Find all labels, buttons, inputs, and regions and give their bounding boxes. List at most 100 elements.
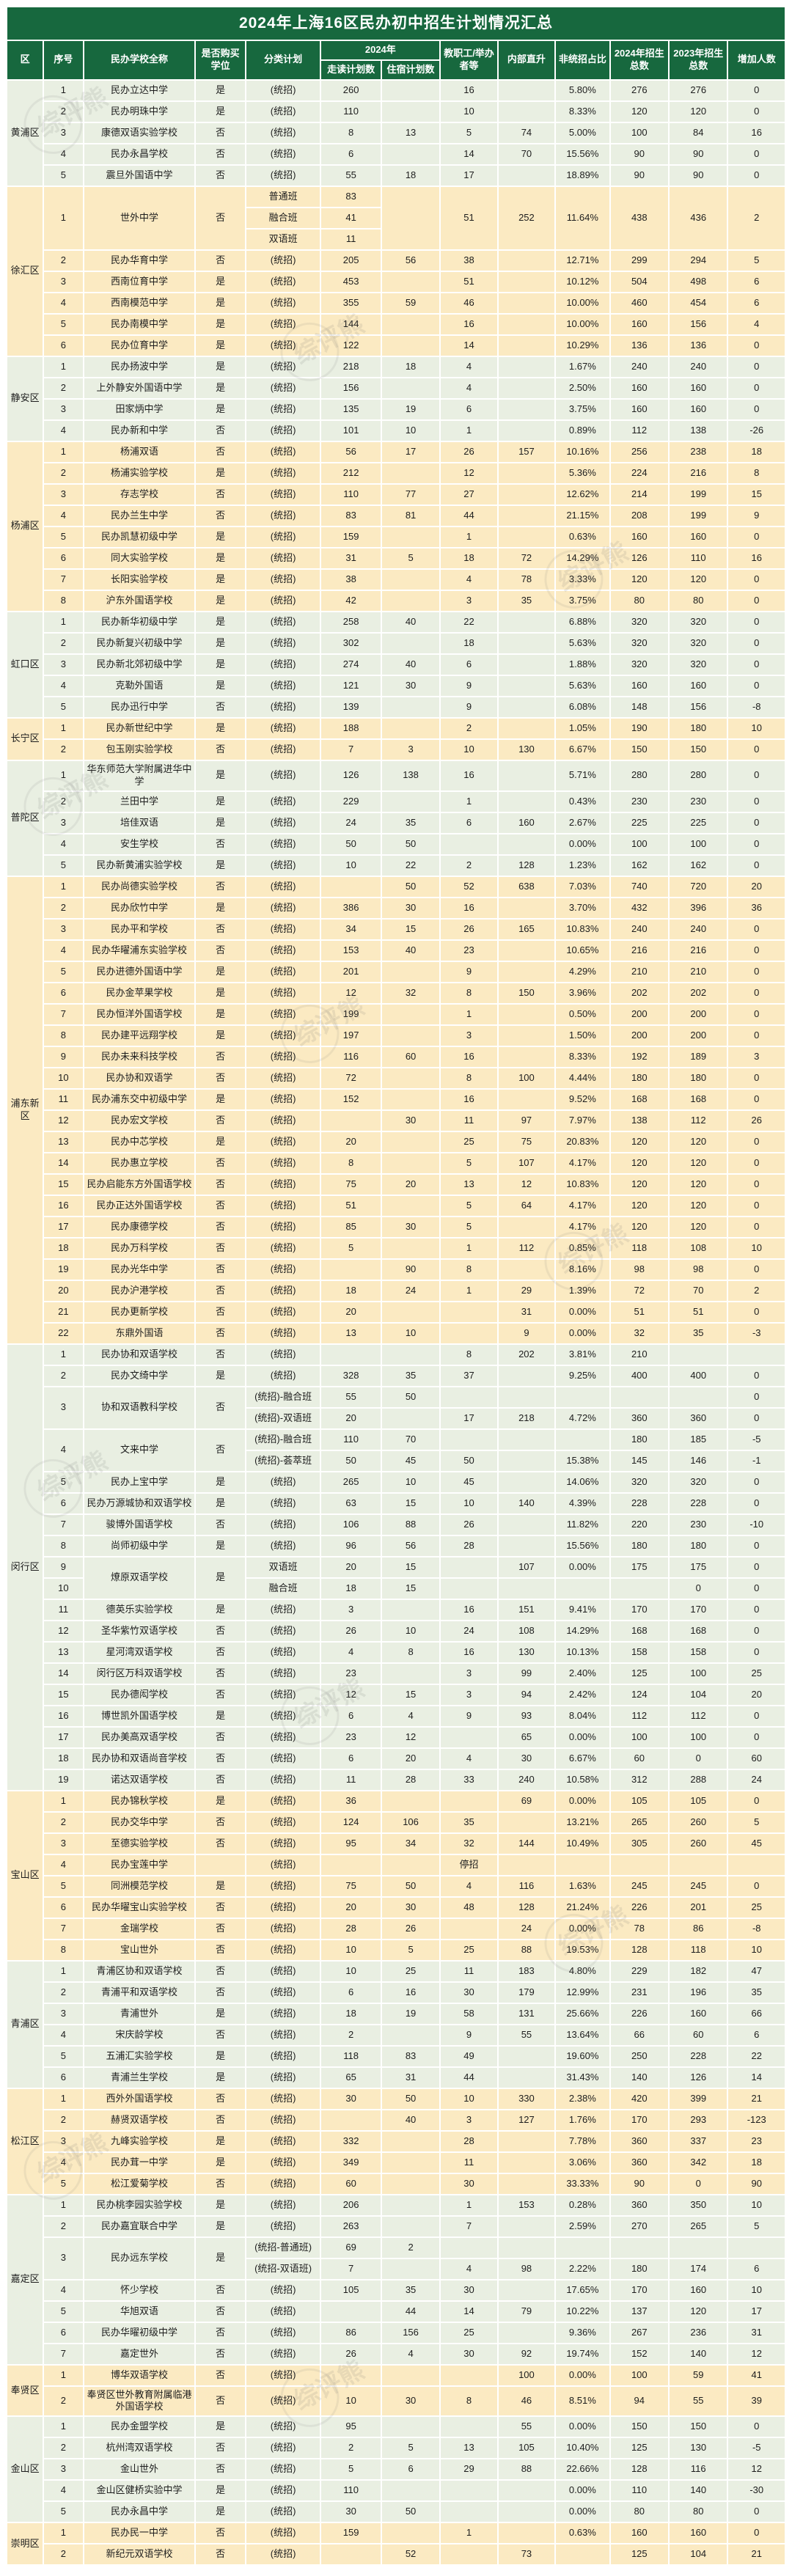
buy-degree-cell: 否 — [196, 441, 245, 462]
buy-degree-cell: 否 — [196, 2280, 245, 2300]
day-plan-cell: 41 — [321, 208, 381, 228]
plan-type-cell: (统招) — [246, 101, 320, 122]
staff-cell: 29 — [441, 2459, 497, 2480]
buy-degree-cell: 是 — [196, 1557, 245, 1599]
table-row: 6 民办金苹果学校是 (统招) 12 32 8 150 3.96% 202 202 0 — [7, 983, 785, 1003]
total-2024-cell: 125 — [610, 2544, 669, 2565]
total-2024-cell: 78 — [610, 1918, 669, 1939]
plan-type-cell: (统招) — [246, 484, 320, 504]
ratio-cell: 12.99% — [556, 1982, 609, 2003]
staff-cell: 46 — [441, 293, 497, 313]
board-plan-cell: 24 — [381, 1280, 440, 1301]
day-plan-cell: 263 — [321, 2216, 381, 2236]
total-2023-cell: 230 — [670, 1514, 727, 1535]
table-row: 13 星河湾双语学校否 (统招) 4 8 16 130 10.13% 158 158 0 — [7, 1642, 785, 1662]
ratio-cell: 9.25% — [556, 1365, 609, 1386]
buy-degree-cell: 否 — [196, 1110, 245, 1131]
board-plan-cell — [381, 1068, 440, 1088]
plan-type-cell: (统招) — [246, 1110, 320, 1131]
board-plan-cell: 50 — [381, 876, 440, 897]
total-2024-cell: 112 — [610, 420, 669, 441]
buy-degree-cell: 否 — [196, 1621, 245, 1641]
total-2024-cell: 138 — [610, 1110, 669, 1131]
total-2023-cell — [670, 1344, 727, 1365]
plan-type-cell: (统招) — [246, 1195, 320, 1216]
plan-type-cell: (统招) — [246, 505, 320, 526]
plan-type-cell: (统招) — [246, 2025, 320, 2045]
day-plan-cell: 20 — [321, 1557, 381, 1577]
plan-type-cell: (统招)-融合班 — [246, 1387, 320, 1407]
seq-cell: 17 — [44, 1217, 83, 1237]
internal-promotion-cell — [498, 1514, 555, 1535]
board-plan-cell — [381, 590, 440, 611]
seq-cell: 11 — [44, 1599, 83, 1620]
internal-promotion-cell — [498, 1259, 555, 1280]
board-plan-cell: 60 — [381, 1046, 440, 1067]
total-2023-cell: 158 — [670, 1642, 727, 1662]
school-name-cell: 青浦区协和双语学校 — [84, 1961, 195, 1981]
table-row: 2 杨浦实验学校是 (统招) 212 12 5.36% 224 216 8 — [7, 463, 785, 483]
internal-promotion-cell: 157 — [498, 441, 555, 462]
seq-cell: 1 — [44, 1344, 83, 1365]
board-plan-cell: 16 — [381, 1982, 440, 2003]
table-row: 2 上外静安外国语中学是 (统招) 156 4 2.50% 160 160 0 — [7, 378, 785, 398]
total-2024-cell: 320 — [610, 1472, 669, 1492]
total-2024-cell: 200 — [610, 1004, 669, 1024]
day-plan-cell: 2 — [321, 2438, 381, 2459]
ratio-cell: 8.51% — [556, 2386, 609, 2416]
col-header-ratio: 非统招占比 — [556, 41, 609, 79]
school-name-cell: 骏博外国语学校 — [84, 1514, 195, 1535]
day-plan-cell: 110 — [321, 484, 381, 504]
ratio-cell: 0.89% — [556, 420, 609, 441]
internal-promotion-cell — [498, 1450, 555, 1471]
board-plan-cell: 30 — [381, 1897, 440, 1918]
total-2024-cell: 432 — [610, 898, 669, 918]
ratio-cell: 10.65% — [556, 940, 609, 961]
internal-promotion-cell: 202 — [498, 1344, 555, 1365]
plan-type-cell: (统招) — [246, 2481, 320, 2501]
increase-cell: 0 — [728, 940, 785, 961]
board-plan-cell: 15 — [381, 1493, 440, 1513]
total-2023-cell: 90 — [670, 165, 727, 186]
buy-degree-cell: 是 — [196, 2195, 245, 2215]
internal-promotion-cell: 70 — [498, 144, 555, 164]
increase-cell: 6 — [728, 2025, 785, 2045]
table-row: 4 宋庆龄学校否 (统招) 2 9 55 13.64% 66 60 6 — [7, 2025, 785, 2045]
ratio-cell: 25.66% — [556, 2003, 609, 2024]
ratio-cell: 9.41% — [556, 1599, 609, 1620]
increase-cell: 4 — [728, 314, 785, 334]
board-plan-cell — [381, 80, 440, 100]
day-plan-cell: 110 — [321, 101, 381, 122]
buy-degree-cell: 是 — [196, 2417, 245, 2437]
board-plan-cell: 50 — [381, 2088, 440, 2109]
district-cell: 黄浦区 — [7, 80, 43, 186]
plan-type-cell: (统招) — [246, 718, 320, 738]
total-2024-cell: 225 — [610, 812, 669, 833]
seq-cell: 10 — [44, 1578, 83, 1599]
internal-promotion-cell — [498, 1472, 555, 1492]
ratio-cell: 3.75% — [556, 399, 609, 419]
plan-type-cell: (统招) — [246, 335, 320, 356]
school-name-cell: 民办新华初级中学 — [84, 612, 195, 632]
staff-cell: 28 — [441, 1535, 497, 1556]
school-name-cell: 民办位育中学 — [84, 335, 195, 356]
buy-degree-cell: 是 — [196, 1472, 245, 1492]
ratio-cell: 3.75% — [556, 590, 609, 611]
internal-promotion-cell — [498, 898, 555, 918]
day-plan-cell: 20 — [321, 1897, 381, 1918]
seq-cell: 4 — [44, 293, 83, 313]
seq-cell: 4 — [44, 2481, 83, 2501]
table-row: 6 民办华曜宝山实验学校否 (统招) 20 30 48 128 21.24% 226 201 25 — [7, 1897, 785, 1918]
increase-cell: 0 — [728, 1259, 785, 1280]
plan-type-cell: (统招) — [246, 1217, 320, 1237]
ratio-cell: 10.16% — [556, 441, 609, 462]
board-plan-cell: 30 — [381, 675, 440, 696]
school-name-cell: 民办万科学校 — [84, 1238, 195, 1258]
total-2024-cell: 105 — [610, 1791, 669, 1811]
day-plan-cell: 55 — [321, 165, 381, 186]
buy-degree-cell: 否 — [196, 1280, 245, 1301]
day-plan-cell: 23 — [321, 1663, 381, 1684]
col-header-school: 民办学校全称 — [84, 41, 195, 79]
ratio-cell: 10.00% — [556, 293, 609, 313]
seq-cell: 2 — [44, 101, 83, 122]
